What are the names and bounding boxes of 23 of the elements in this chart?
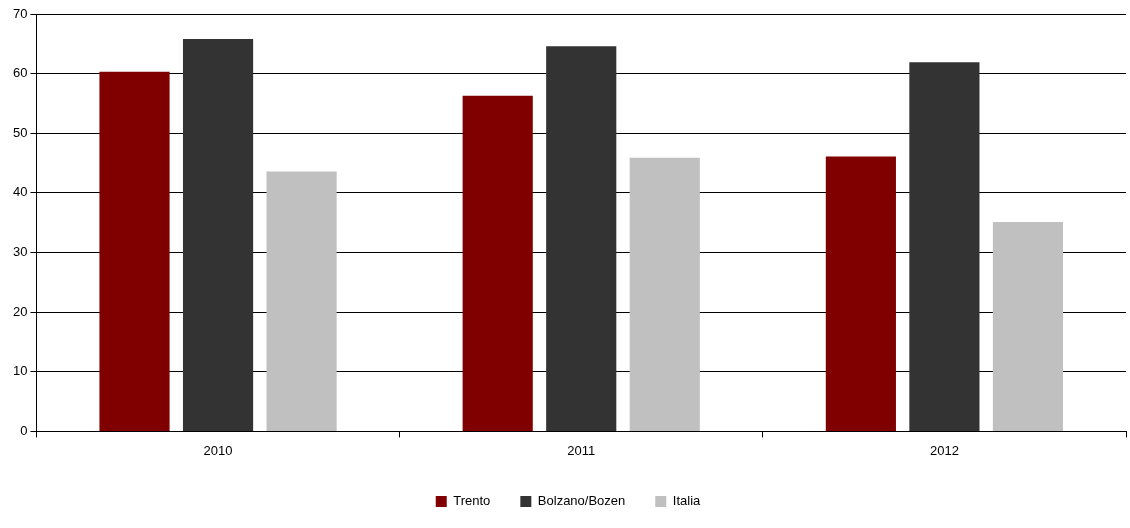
y-tick-label: 0 [20, 422, 28, 438]
y-tick-label: 10 [12, 363, 28, 379]
y-tick-label: 70 [12, 5, 28, 21]
bar [825, 156, 896, 431]
bar [546, 46, 617, 431]
y-tick-label: 30 [12, 244, 28, 260]
bar [992, 222, 1064, 431]
y-tick-label: 20 [12, 303, 28, 319]
bar [266, 171, 337, 431]
bar [462, 95, 533, 431]
x-tick-label: 2010 [203, 442, 233, 458]
x-tick-label: 2012 [929, 442, 959, 458]
y-tick-label: 50 [12, 124, 28, 140]
y-tick-label: 60 [12, 65, 28, 81]
legend-label: Trento [453, 493, 491, 509]
bar [629, 157, 700, 431]
legend-label: Italia [672, 493, 702, 509]
x-tick-label: 2011 [567, 442, 596, 458]
bar [99, 71, 170, 431]
legend-label: Bolzano/Bozen [537, 493, 626, 509]
bar [909, 62, 980, 431]
bar [182, 39, 254, 431]
y-tick-label: 40 [12, 184, 28, 200]
